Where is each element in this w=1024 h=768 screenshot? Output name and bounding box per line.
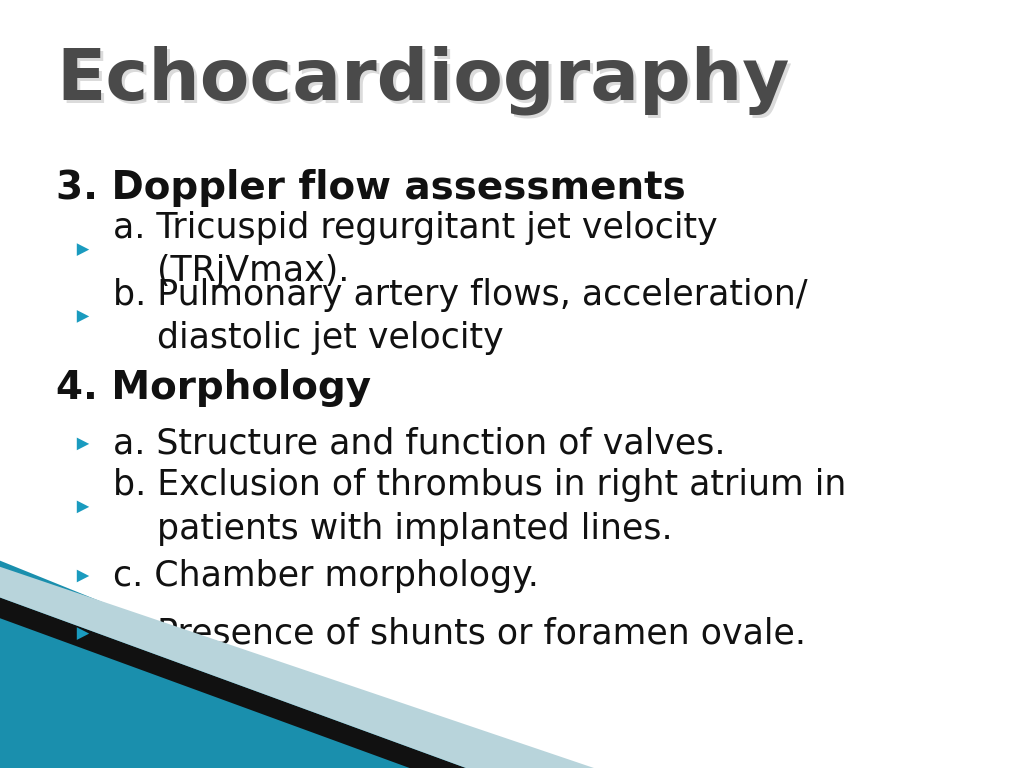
Polygon shape: [0, 567, 594, 768]
Text: 4. Morphology: 4. Morphology: [56, 369, 372, 407]
Polygon shape: [77, 438, 89, 450]
Text: a. Tricuspid regurgitant jet velocity
    (TRjVmax).: a. Tricuspid regurgitant jet velocity (T…: [113, 211, 718, 288]
Polygon shape: [0, 561, 512, 768]
Text: 3. Doppler flow assessments: 3. Doppler flow assessments: [56, 169, 686, 207]
Polygon shape: [77, 501, 89, 513]
Polygon shape: [0, 598, 466, 768]
Text: a. Structure and function of valves.: a. Structure and function of valves.: [113, 427, 725, 461]
Text: d. Presence of shunts or foramen ovale.: d. Presence of shunts or foramen ovale.: [113, 617, 806, 650]
Text: b. Pulmonary artery flows, acceleration/
    diastolic jet velocity: b. Pulmonary artery flows, acceleration/…: [113, 278, 807, 355]
Text: Echocardiography: Echocardiography: [59, 48, 793, 118]
Text: c. Chamber morphology.: c. Chamber morphology.: [113, 559, 539, 593]
Text: Echocardiography: Echocardiography: [56, 46, 790, 115]
Text: b. Exclusion of thrombus in right atrium in
    patients with implanted lines.: b. Exclusion of thrombus in right atrium…: [113, 468, 846, 545]
Polygon shape: [77, 570, 89, 582]
Polygon shape: [77, 243, 89, 256]
Polygon shape: [77, 627, 89, 640]
Polygon shape: [77, 310, 89, 323]
